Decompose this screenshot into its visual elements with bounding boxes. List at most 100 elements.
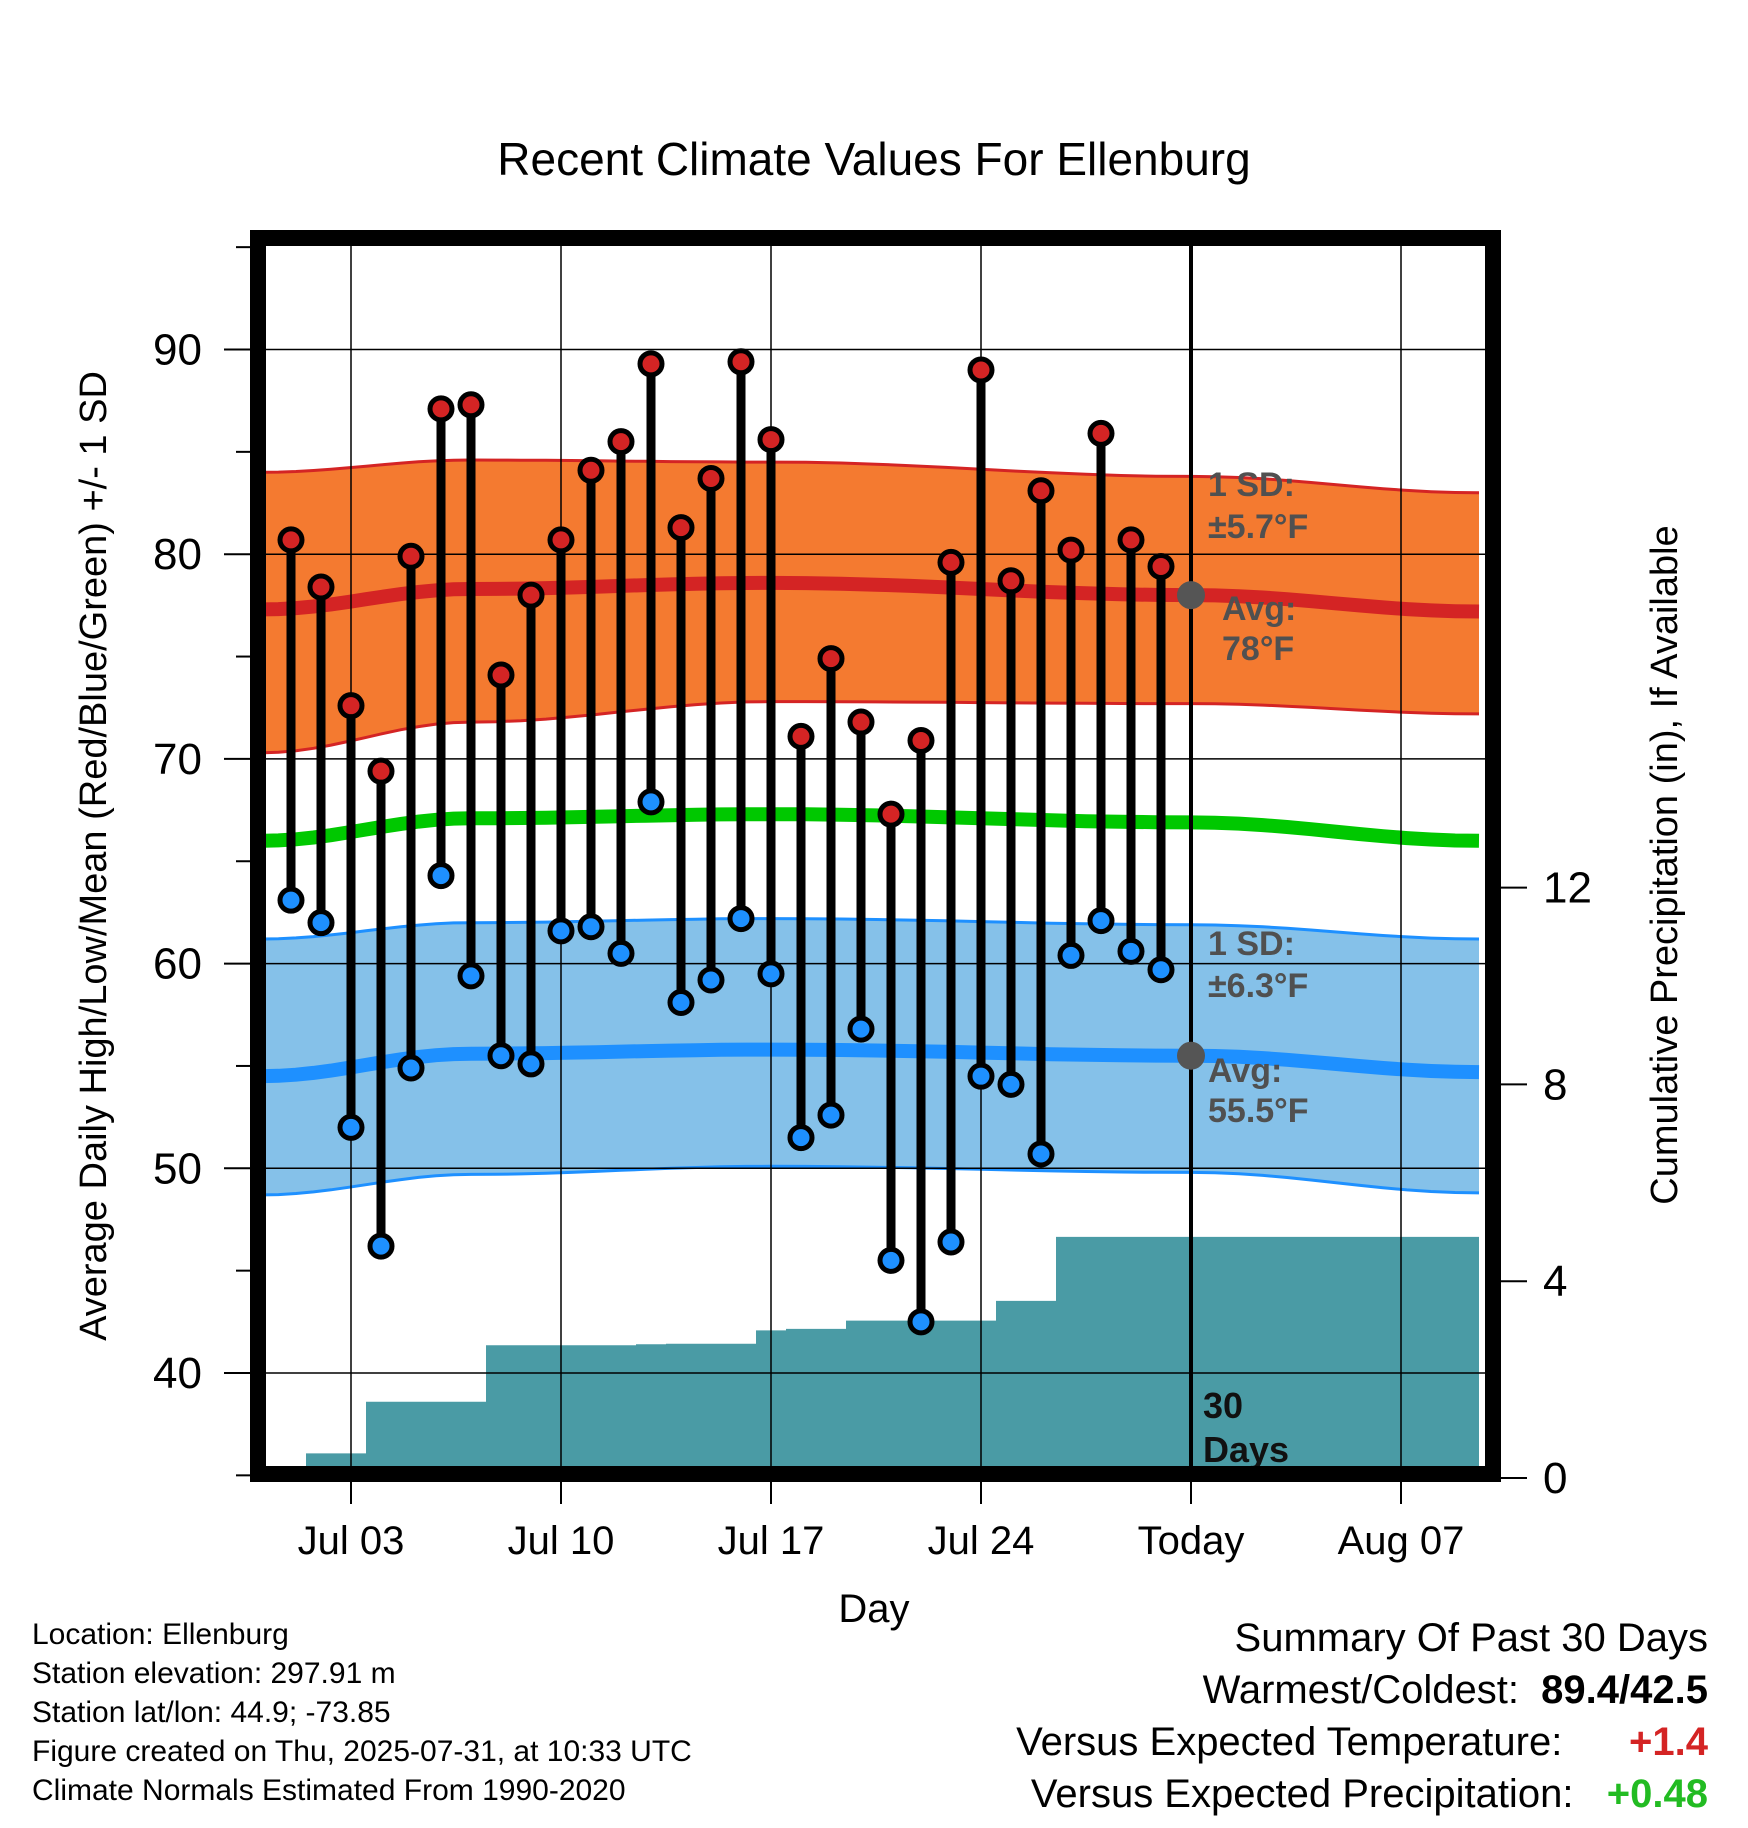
temp-label: Versus Expected Temperature: <box>1016 1720 1563 1764</box>
observed-low-point <box>487 1042 515 1070</box>
observed-low-point <box>637 788 665 816</box>
observed-low-point <box>517 1050 545 1078</box>
low-avg-value: 55.5°F <box>1208 1092 1309 1130</box>
observed-high-point <box>907 726 935 754</box>
observed-low-point <box>757 960 785 988</box>
observed-high-point <box>877 800 905 828</box>
x-tick-label: Jul 10 <box>508 1519 615 1563</box>
observed-high-point <box>697 464 725 492</box>
high-sd-value: ±5.7°F <box>1208 508 1308 546</box>
observed-high-point <box>517 581 545 609</box>
observed-high-point <box>1147 552 1175 580</box>
observed-low-point <box>937 1228 965 1256</box>
low-avg-marker <box>1177 1041 1205 1070</box>
high-avg-label: Avg: <box>1222 590 1296 628</box>
observations <box>277 348 1175 1336</box>
high-avg-value: 78°F <box>1222 630 1294 668</box>
observed-high-point <box>1087 419 1115 447</box>
observed-low-point <box>337 1113 365 1141</box>
observed-high-point <box>427 395 455 423</box>
precip-value: +0.48 <box>1606 1772 1708 1816</box>
warm-cold-label: Warmest/Coldest: <box>1202 1668 1519 1712</box>
x-tick-label: Jul 24 <box>928 1519 1035 1563</box>
y-tick-label: 80 <box>153 530 202 579</box>
observed-high-point <box>1027 477 1055 505</box>
window-label-number: 30 <box>1203 1385 1243 1426</box>
observed-high-point <box>997 567 1025 595</box>
observed-low-point <box>307 909 335 937</box>
observed-high-point <box>787 722 815 750</box>
observed-low-point <box>1117 937 1145 965</box>
observed-low-point <box>1147 956 1175 984</box>
observed-low-point <box>277 886 305 914</box>
observed-low-point <box>907 1308 935 1336</box>
summary-temp: Versus Expected Temperature: +1.4 <box>1016 1720 1708 1765</box>
observed-high-point <box>757 426 785 454</box>
low-sd-value: ±6.3°F <box>1208 967 1308 1005</box>
summary-precip: Versus Expected Precipitation: +0.48 <box>1031 1772 1708 1817</box>
observed-high-point <box>577 456 605 484</box>
precip-label: Versus Expected Precipitation: <box>1030 1772 1574 1816</box>
observed-high-point <box>1057 536 1085 564</box>
observed-low-point <box>817 1101 845 1129</box>
observed-high-point <box>277 526 305 554</box>
info-normals: Climate Normals Estimated From 1990-2020 <box>32 1774 626 1807</box>
observed-low-point <box>997 1070 1025 1098</box>
y-tick-label: 90 <box>153 326 202 375</box>
observed-high-point <box>667 514 695 542</box>
observed-high-point <box>337 692 365 720</box>
info-created: Figure created on Thu, 2025-07-31, at 10… <box>32 1735 692 1768</box>
info-latlon: Station lat/lon: 44.9; -73.85 <box>32 1696 391 1729</box>
info-location: Location: Ellenburg <box>32 1618 289 1651</box>
y2-tick-label: 8 <box>1543 1060 1567 1109</box>
axes <box>224 230 1527 1504</box>
observed-high-point <box>487 661 515 689</box>
warm-cold-value: 89.4/42.5 <box>1541 1668 1708 1712</box>
observed-high-point <box>457 391 485 419</box>
precip-area <box>306 1236 1479 1468</box>
observed-low-point <box>367 1232 395 1260</box>
observed-low-point <box>607 939 635 967</box>
chart-title: Recent Climate Values For Ellenburg <box>497 133 1250 185</box>
y-tick-label: 70 <box>153 735 202 784</box>
observed-high-point <box>307 573 335 601</box>
summary-warm-cold: Warmest/Coldest: 89.4/42.5 <box>1203 1668 1708 1713</box>
observed-high-point <box>727 348 755 376</box>
x-tick-label: Today <box>1138 1519 1245 1563</box>
y2-axis-label: Cumulative Precipitation (in), If Availa… <box>1644 525 1686 1204</box>
observed-high-point <box>397 542 425 570</box>
high-avg-marker <box>1177 581 1205 610</box>
x-tick-label: Aug 07 <box>1338 1519 1465 1563</box>
observed-low-point <box>967 1062 995 1090</box>
y2-tick-label: 0 <box>1543 1454 1567 1503</box>
y-axis-label: Average Daily High/Low/Mean (Red/Blue/Gr… <box>73 371 115 1341</box>
info-elevation: Station elevation: 297.91 m <box>32 1657 396 1690</box>
x-tick-label: Jul 17 <box>718 1519 825 1563</box>
window-label-unit: Days <box>1203 1429 1289 1470</box>
y-tick-label: 50 <box>153 1144 202 1193</box>
observed-low-point <box>787 1124 815 1152</box>
plot-frame <box>250 230 1501 1482</box>
observed-low-point <box>1087 907 1115 935</box>
observed-high-point <box>547 526 575 554</box>
summary-title: Summary Of Past 30 Days <box>1234 1616 1708 1660</box>
observed-high-point <box>1117 526 1145 554</box>
observed-high-point <box>937 548 965 576</box>
high-sd-label: 1 SD: <box>1208 466 1295 504</box>
y-tick-label: 40 <box>153 1349 202 1398</box>
observed-low-point <box>1027 1140 1055 1168</box>
observed-low-point <box>547 917 575 945</box>
observed-low-point <box>427 862 455 890</box>
y2-tick-label: 12 <box>1543 864 1592 913</box>
low-avg-label: Avg: <box>1208 1052 1282 1090</box>
observed-low-point <box>397 1054 425 1082</box>
low-sd-label: 1 SD: <box>1208 925 1295 963</box>
observed-low-point <box>457 962 485 990</box>
observed-low-point <box>847 1015 875 1043</box>
observed-low-point <box>577 913 605 941</box>
x-axis-label: Day <box>838 1587 909 1631</box>
observed-high-point <box>367 757 395 785</box>
temp-value: +1.4 <box>1629 1720 1708 1764</box>
